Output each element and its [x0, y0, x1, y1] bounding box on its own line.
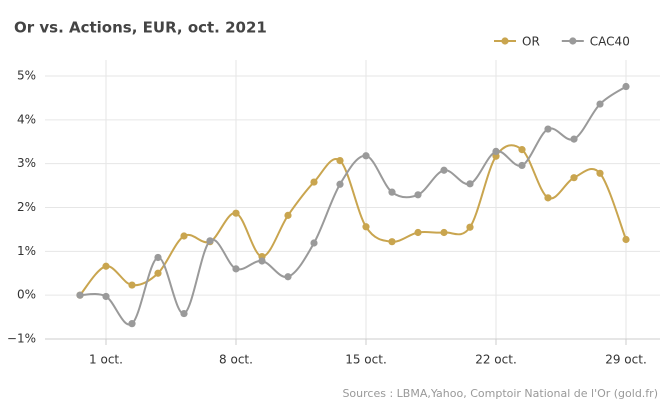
- point: [310, 178, 318, 186]
- point: [622, 82, 630, 91]
- point: [128, 320, 136, 328]
- point: [102, 262, 110, 270]
- point: [414, 228, 422, 237]
- x-tick-label: 8 oct.: [219, 353, 253, 367]
- point: [232, 265, 240, 273]
- point: [570, 135, 578, 143]
- point: [154, 253, 162, 262]
- point: [596, 169, 604, 177]
- y-tick-label: 0%: [17, 288, 36, 302]
- y-tick-label: −1%: [7, 332, 36, 346]
- point: [362, 152, 370, 160]
- point: [414, 191, 422, 199]
- point: [596, 100, 604, 108]
- x-tick-label: 29 oct.: [605, 353, 647, 367]
- point: [388, 238, 396, 246]
- point: [440, 166, 448, 174]
- legend-label: CAC40: [590, 35, 630, 49]
- point: [336, 180, 344, 188]
- y-tick-label: 4%: [17, 112, 36, 126]
- point: [154, 269, 162, 277]
- point: [258, 257, 266, 265]
- y-tick-label: 3%: [17, 156, 36, 170]
- point: [466, 223, 474, 231]
- point: [518, 161, 526, 170]
- series-line: [79, 85, 627, 326]
- point: [128, 281, 136, 289]
- y-tick-label: 1%: [17, 244, 36, 258]
- x-tick-label: 15 oct.: [345, 353, 387, 367]
- point: [570, 174, 578, 182]
- point: [544, 125, 552, 133]
- legend-marker: [501, 37, 509, 45]
- point: [76, 291, 84, 299]
- y-tick-label: 2%: [17, 200, 36, 214]
- x-tick-label: 1 oct.: [89, 353, 123, 367]
- point: [440, 228, 448, 237]
- y-tick-label: 5%: [17, 69, 36, 83]
- point: [232, 209, 240, 217]
- point: [180, 309, 188, 318]
- point: [284, 273, 292, 281]
- point: [336, 156, 344, 165]
- point: [102, 292, 110, 301]
- x-tick-label: 22 oct.: [475, 353, 517, 367]
- point: [284, 211, 292, 219]
- point: [362, 223, 370, 231]
- legend-label: OR: [522, 35, 540, 49]
- point: [466, 180, 474, 188]
- point: [206, 237, 214, 245]
- point: [544, 194, 552, 202]
- series-line: [79, 144, 627, 296]
- point: [310, 239, 318, 247]
- point: [518, 146, 526, 154]
- legend-marker: [569, 37, 577, 45]
- point: [622, 235, 630, 244]
- point: [492, 147, 500, 155]
- point: [388, 188, 396, 196]
- chart-title: Or vs. Actions, EUR, oct. 2021: [14, 19, 267, 37]
- source: Sources : LBMA,Yahoo, Comptoir National …: [342, 387, 658, 400]
- point: [180, 232, 188, 240]
